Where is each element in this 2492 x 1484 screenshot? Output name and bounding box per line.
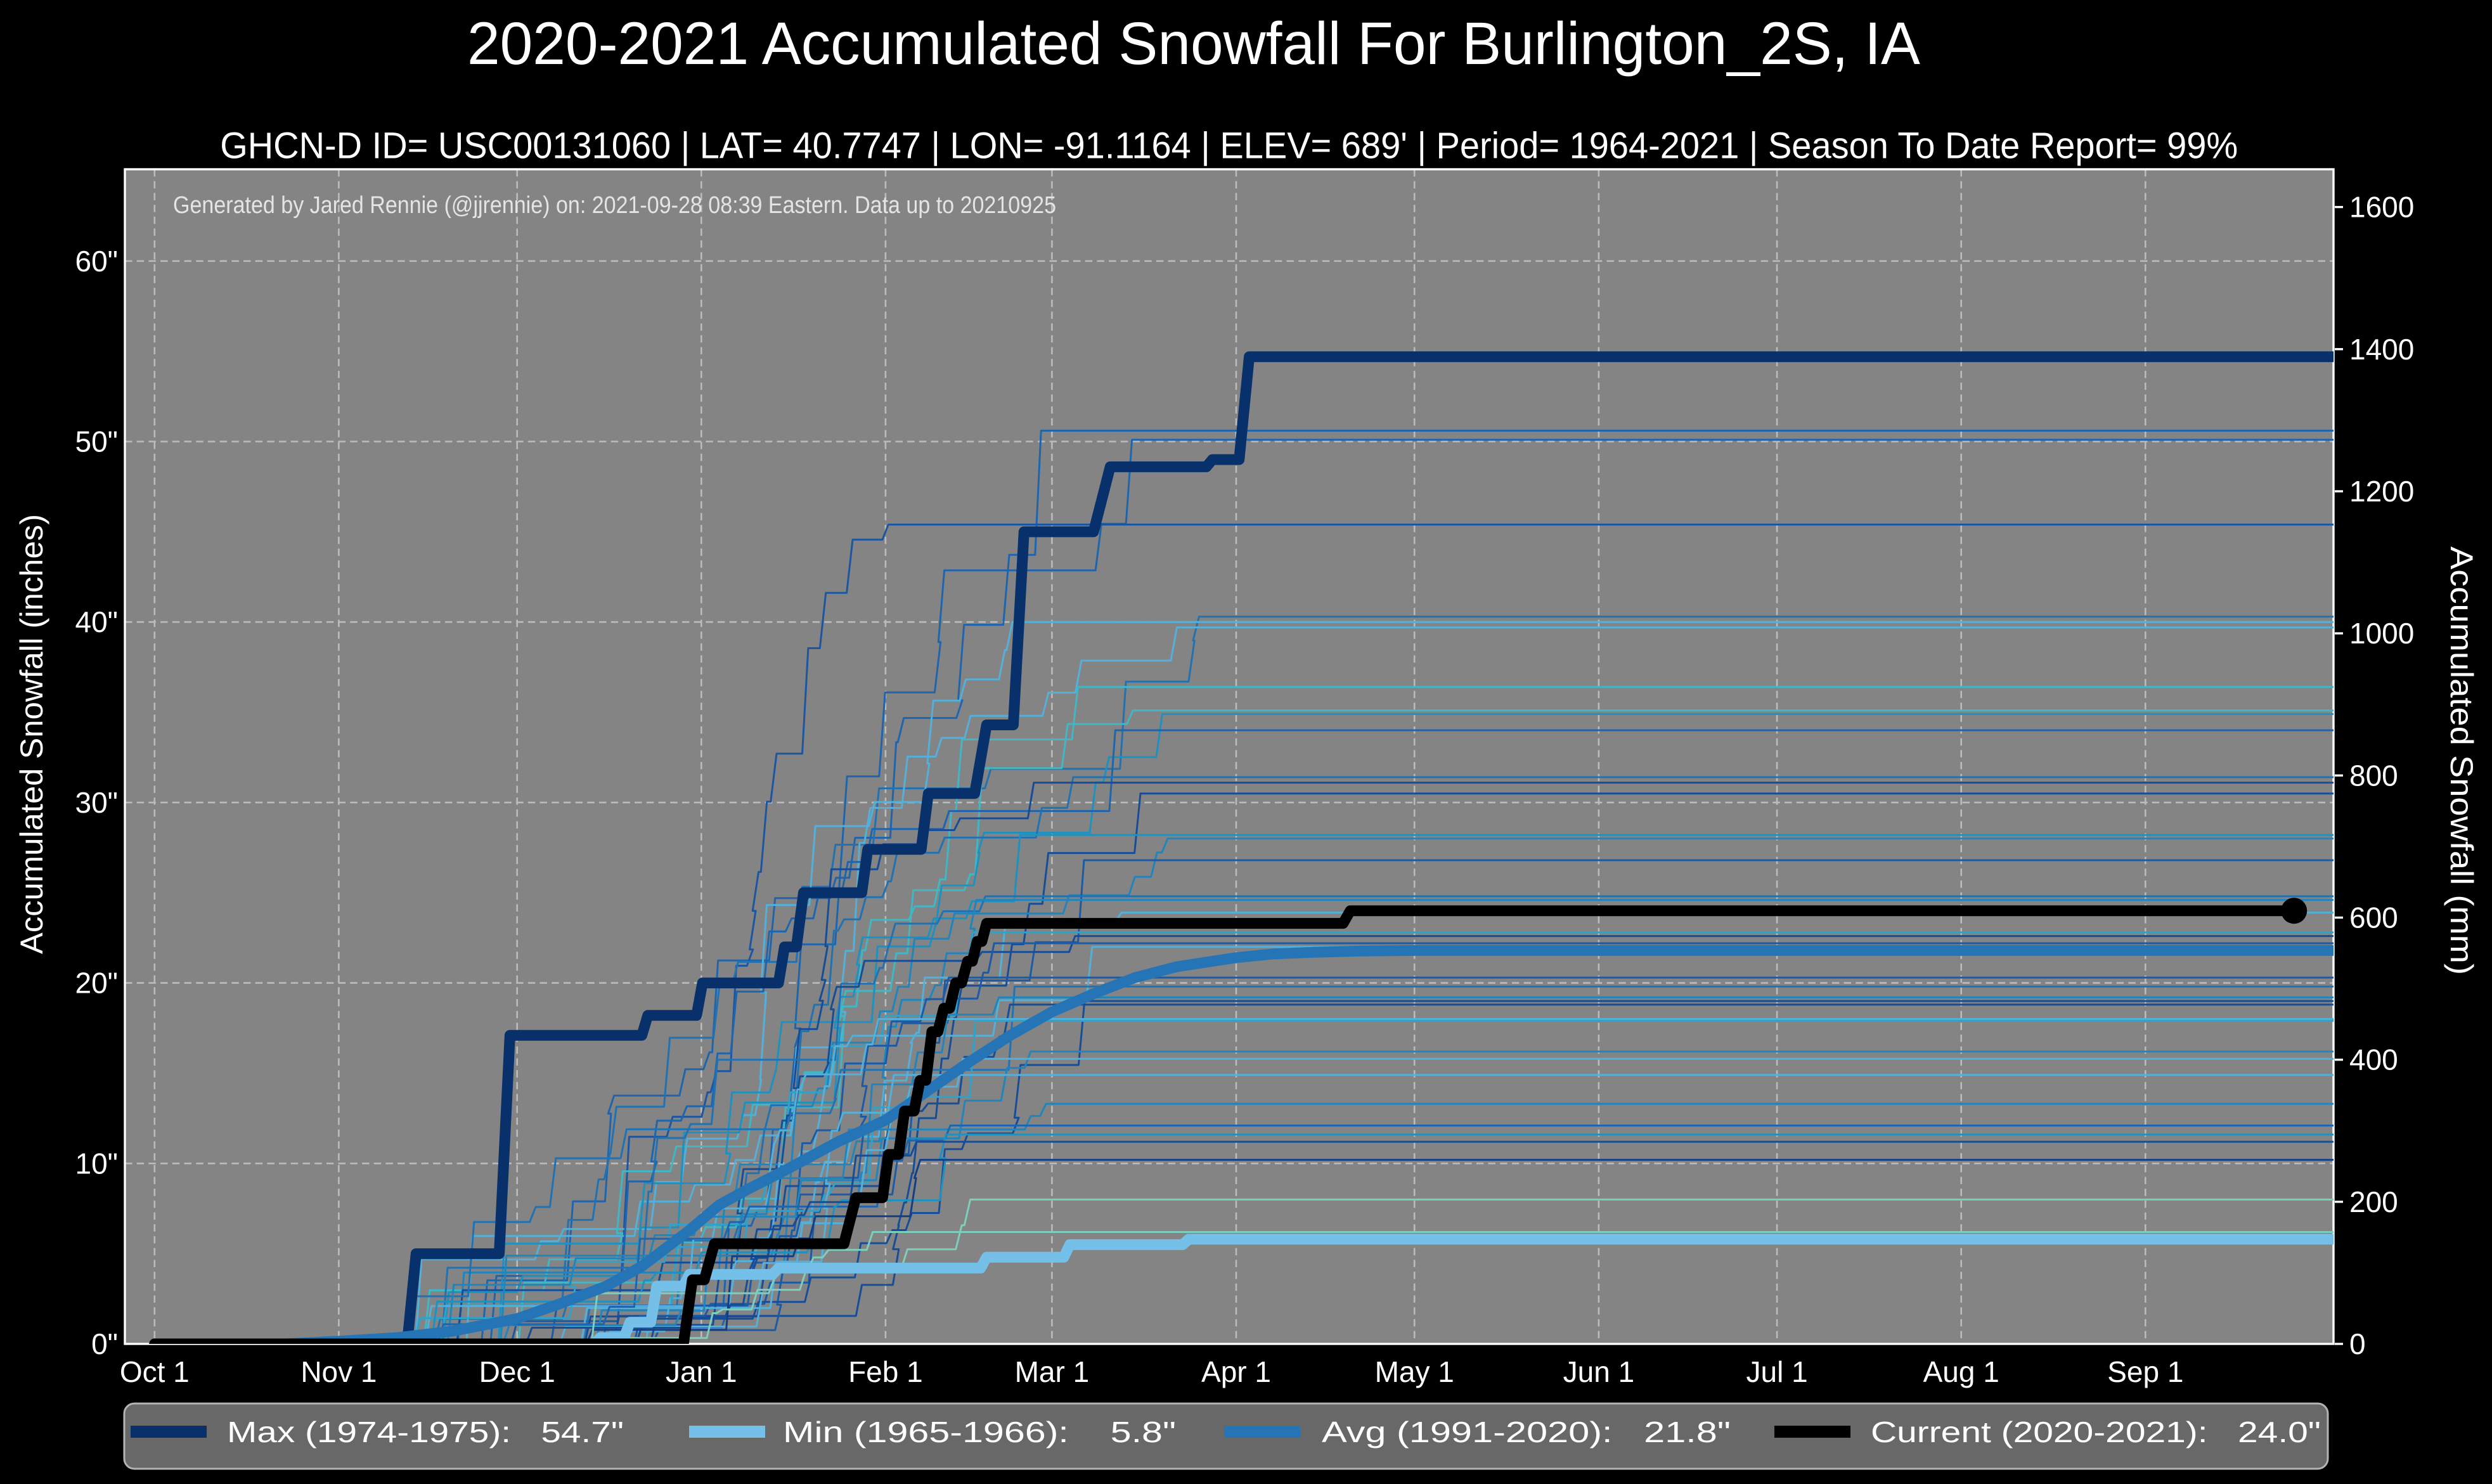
svg-text:1600: 1600 (2349, 191, 2414, 224)
svg-text:Current (2020-2021): 24.0": Current (2020-2021): 24.0" (1871, 1416, 2321, 1449)
svg-text:Jun 1: Jun 1 (1563, 1355, 1635, 1388)
svg-text:Jan 1: Jan 1 (666, 1355, 737, 1388)
svg-text:200: 200 (2349, 1185, 2398, 1218)
svg-text:20": 20" (75, 967, 119, 1000)
svg-text:Accumulated Snowfall (inches): Accumulated Snowfall (inches) (14, 514, 49, 954)
svg-text:Accumulated Snowfall (mm): Accumulated Snowfall (mm) (2444, 546, 2479, 975)
svg-text:Aug 1: Aug 1 (1923, 1355, 1999, 1388)
svg-text:Mar 1: Mar 1 (1015, 1355, 1090, 1388)
svg-text:Oct 1: Oct 1 (120, 1355, 190, 1388)
svg-text:800: 800 (2349, 759, 2398, 792)
svg-text:Apr 1: Apr 1 (1201, 1355, 1271, 1388)
svg-text:600: 600 (2349, 901, 2398, 934)
svg-text:Sep 1: Sep 1 (2107, 1355, 2183, 1388)
svg-text:Min (1965-1966): 5.8": Min (1965-1966): 5.8" (783, 1416, 1176, 1449)
svg-text:Feb 1: Feb 1 (848, 1355, 923, 1388)
svg-text:1000: 1000 (2349, 617, 2414, 650)
svg-text:30": 30" (75, 786, 119, 819)
svg-text:400: 400 (2349, 1043, 2398, 1076)
svg-text:10": 10" (75, 1147, 119, 1180)
svg-text:Dec 1: Dec 1 (479, 1355, 555, 1388)
svg-text:2020-2021 Accumulated Snowfall: 2020-2021 Accumulated Snowfall For Burli… (467, 10, 1921, 77)
svg-text:50": 50" (75, 425, 119, 458)
svg-text:0: 0 (2349, 1327, 2366, 1360)
svg-text:1400: 1400 (2349, 333, 2414, 366)
svg-text:0": 0" (91, 1327, 118, 1360)
svg-text:Nov 1: Nov 1 (300, 1355, 377, 1388)
svg-text:Avg (1991-2020): 21.8": Avg (1991-2020): 21.8" (1322, 1416, 1731, 1449)
svg-text:40": 40" (75, 605, 119, 638)
svg-text:Max (1974-1975): 54.7": Max (1974-1975): 54.7" (227, 1416, 624, 1449)
svg-text:60": 60" (75, 245, 119, 278)
svg-text:1200: 1200 (2349, 475, 2414, 508)
svg-text:May 1: May 1 (1375, 1355, 1454, 1388)
svg-text:Generated by Jared Rennie (@jj: Generated by Jared Rennie (@jjrennie) on… (173, 192, 1056, 219)
svg-text:GHCN-D ID= USC00131060 | LAT=: GHCN-D ID= USC00131060 | LAT= 40.7747 | … (220, 126, 2238, 167)
svg-text:Jul 1: Jul 1 (1746, 1355, 1808, 1388)
